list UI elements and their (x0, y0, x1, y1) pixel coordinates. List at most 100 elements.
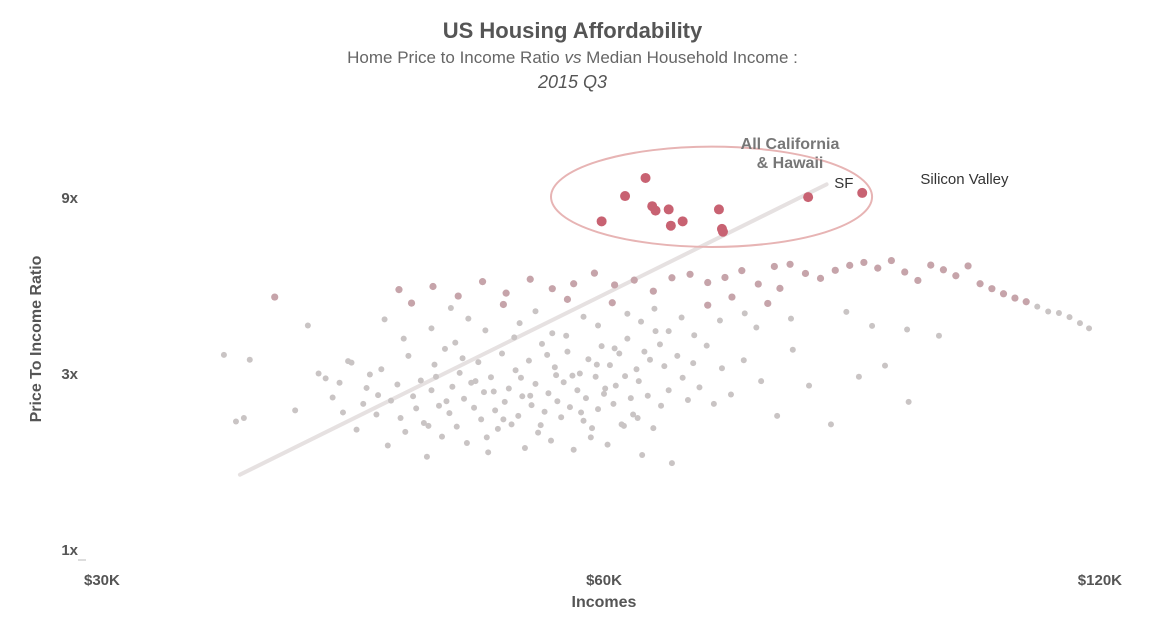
data-point (630, 411, 637, 418)
data-point (452, 339, 459, 346)
data-point (741, 310, 748, 317)
data-point (478, 416, 485, 423)
y-tick-label: 1x (61, 542, 78, 559)
data-point (758, 378, 765, 385)
data-point (570, 446, 577, 453)
data-point (526, 275, 534, 283)
data-point (544, 351, 551, 358)
data-point (551, 364, 558, 371)
data-point (420, 419, 427, 426)
data-point (482, 327, 489, 334)
data-point (532, 380, 539, 387)
data-point (554, 398, 561, 405)
sf-label: SF (834, 175, 853, 192)
data-point (517, 374, 524, 381)
data-point (397, 414, 404, 421)
data-point (914, 276, 922, 285)
data-point (499, 300, 507, 309)
highlight-point (640, 172, 651, 183)
data-point (446, 410, 453, 417)
data-point (483, 434, 490, 441)
data-point (716, 317, 723, 324)
data-point (860, 258, 868, 267)
data-point (690, 360, 697, 367)
data-point (449, 383, 456, 390)
data-point (651, 305, 658, 312)
data-point (431, 361, 438, 368)
data-point (608, 299, 616, 307)
data-point (413, 405, 420, 412)
data-point (622, 373, 629, 380)
data-point (674, 352, 681, 359)
data-point (590, 269, 599, 277)
data-point (366, 371, 373, 378)
data-point (846, 261, 854, 269)
data-point (988, 285, 996, 293)
data-point (721, 273, 729, 282)
x-tick-label: $30K (84, 572, 120, 589)
data-point (417, 377, 424, 384)
data-point (1011, 294, 1019, 302)
highlight-point (620, 191, 631, 202)
highlight-point (803, 192, 814, 203)
data-point (271, 293, 279, 301)
data-point (1045, 308, 1052, 315)
data-point (952, 272, 960, 280)
data-point (375, 392, 382, 399)
data-point (453, 423, 460, 430)
data-point (487, 374, 494, 381)
data-point (429, 282, 437, 291)
data-point (353, 426, 360, 433)
group-label-line-1: All California (741, 136, 840, 153)
data-point (927, 261, 935, 269)
data-point (703, 342, 710, 349)
data-point (521, 445, 528, 452)
data-point (538, 340, 545, 347)
data-point (935, 332, 942, 339)
data-point (475, 359, 482, 366)
data-point (485, 449, 492, 456)
data-point (658, 402, 665, 409)
data-point (569, 372, 576, 379)
highlight-point (596, 216, 607, 227)
data-point (407, 299, 416, 307)
data-point (638, 318, 645, 325)
data-point (738, 267, 746, 275)
data-point (499, 350, 506, 357)
data-point (578, 409, 585, 416)
data-point (1022, 298, 1030, 306)
data-point (874, 264, 882, 272)
data-point (639, 451, 646, 458)
data-point (776, 284, 784, 292)
data-point (516, 320, 523, 327)
subtitle-part-1: Home Price to Income Ratio (347, 48, 565, 67)
data-point (441, 345, 448, 352)
data-point (616, 350, 623, 357)
data-point (704, 278, 712, 287)
data-point (665, 328, 672, 335)
data-point (436, 402, 443, 409)
data-point (394, 381, 401, 388)
data-point (652, 328, 659, 335)
silicon-valley-label: Silicon Valley (920, 171, 1009, 188)
data-point (646, 356, 653, 363)
data-point (611, 345, 618, 352)
x-tick-label: $120K (1078, 572, 1122, 589)
data-point (500, 416, 507, 423)
data-point (612, 382, 619, 389)
data-point (624, 335, 631, 342)
data-point (786, 260, 794, 268)
data-point (589, 425, 596, 432)
group-label-line-2: & Hawaii (757, 155, 824, 172)
data-point (753, 324, 760, 331)
data-point (964, 262, 972, 270)
data-point (649, 287, 657, 295)
data-point (541, 408, 548, 415)
data-point (315, 370, 322, 377)
data-point (545, 390, 552, 397)
data-point (661, 363, 668, 370)
data-point (425, 422, 432, 429)
data-point (480, 389, 487, 396)
data-point (668, 460, 675, 467)
